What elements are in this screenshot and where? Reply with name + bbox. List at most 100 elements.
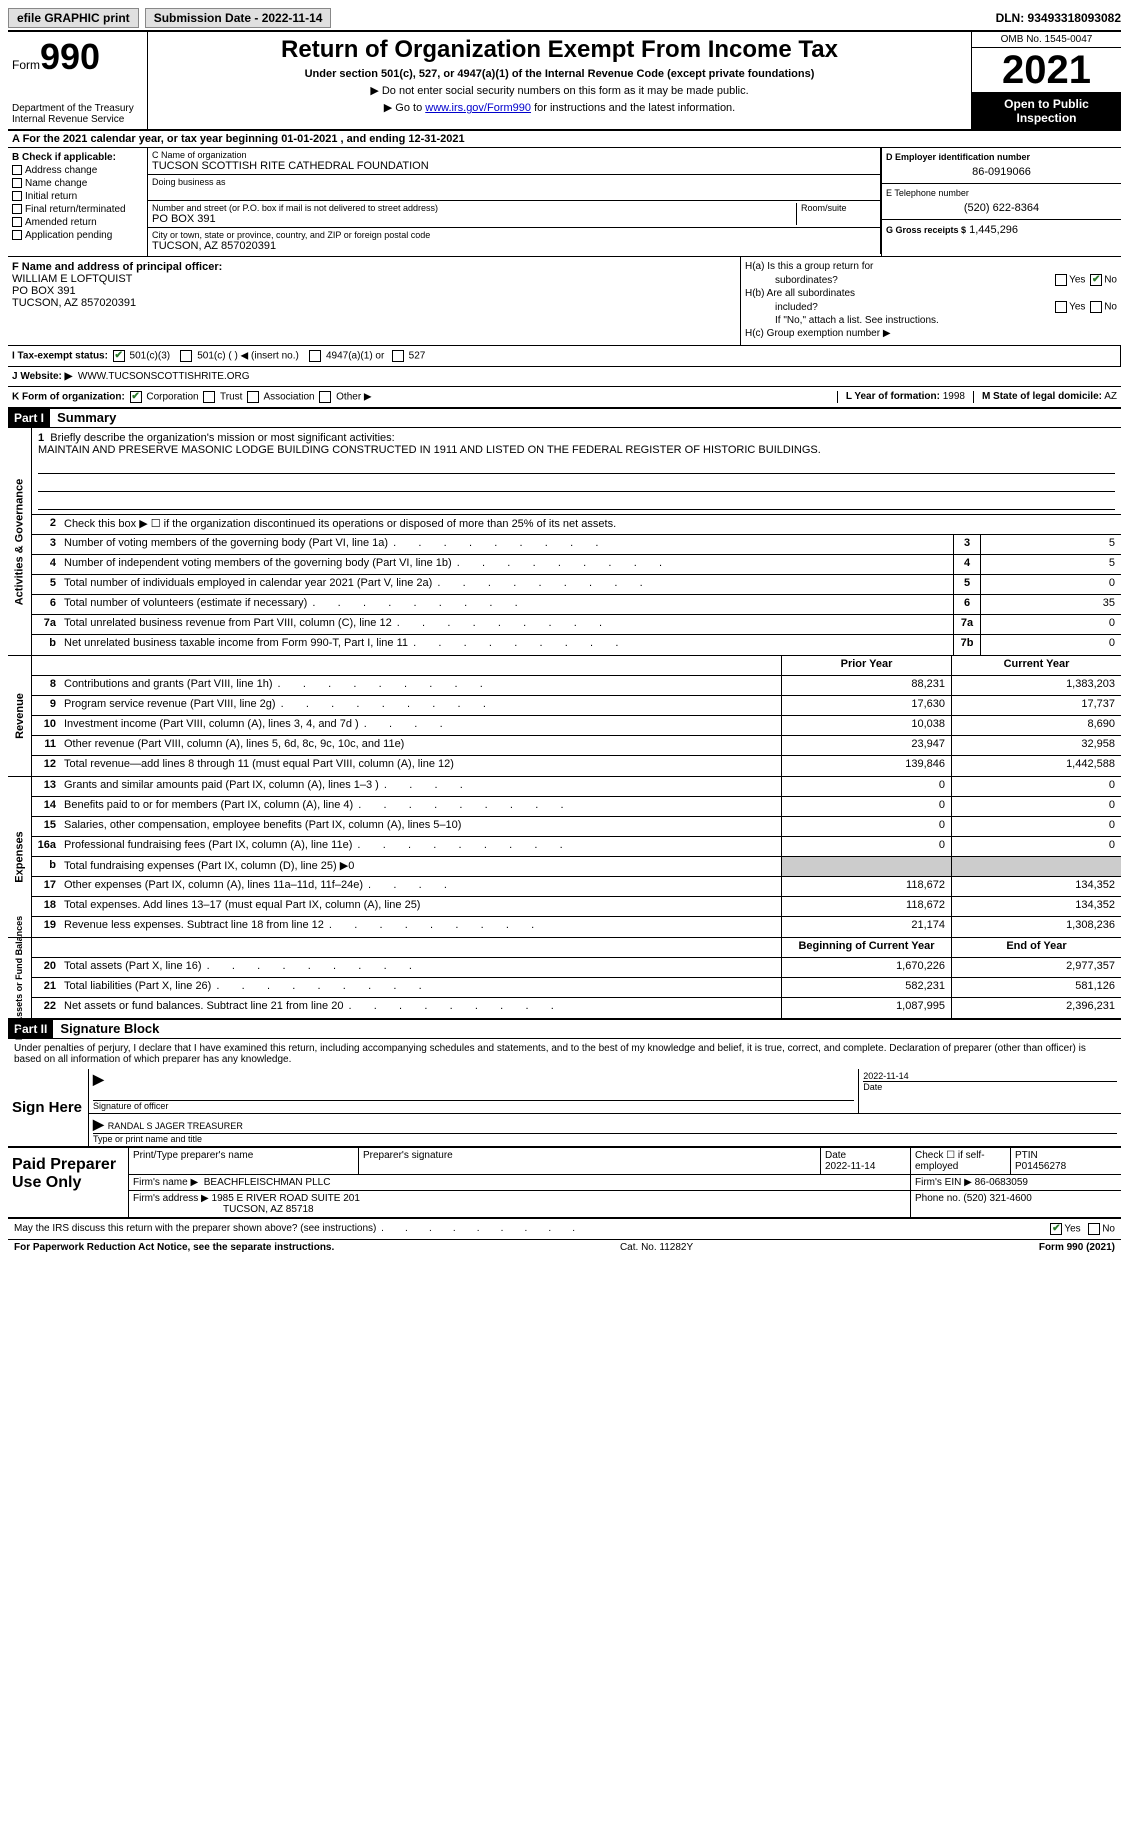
cb-name-change[interactable] xyxy=(12,178,22,188)
group-return-block: H(a) Is this a group return for subordin… xyxy=(741,257,1121,345)
l9-prior: 17,630 xyxy=(781,696,951,715)
cb-final-return[interactable] xyxy=(12,204,22,214)
efile-button[interactable]: efile GRAPHIC print xyxy=(8,8,139,28)
omb-number: OMB No. 1545-0047 xyxy=(972,32,1121,48)
cb-discuss-no[interactable] xyxy=(1088,1223,1100,1235)
l19-prior: 21,174 xyxy=(781,917,951,937)
check-applicable-block: B Check if applicable: Address change Na… xyxy=(8,148,148,256)
l16a-current: 0 xyxy=(951,837,1121,856)
l18-current: 134,352 xyxy=(951,897,1121,916)
cb-527[interactable] xyxy=(392,350,404,362)
l15-prior: 0 xyxy=(781,817,951,836)
cb-other[interactable] xyxy=(319,391,331,403)
submission-date: Submission Date - 2022-11-14 xyxy=(145,8,332,28)
l11-current: 32,958 xyxy=(951,736,1121,755)
form-title-block: Return of Organization Exempt From Incom… xyxy=(148,32,971,129)
cb-4947[interactable] xyxy=(309,350,321,362)
year-formation: 1998 xyxy=(943,391,965,402)
l22-begin: 1,087,995 xyxy=(781,998,951,1018)
city-state-zip: TUCSON, AZ 857020391 xyxy=(152,240,876,252)
website-row: J Website: ▶ WWW.TUCSONSCOTTISHRITE.ORG xyxy=(8,367,1121,387)
l21-end: 581,126 xyxy=(951,978,1121,997)
l9-current: 17,737 xyxy=(951,696,1121,715)
l10-current: 8,690 xyxy=(951,716,1121,735)
part1-header: Part I xyxy=(8,409,50,427)
cb-discuss-yes[interactable]: ✔ xyxy=(1050,1223,1062,1235)
vtab-activities: Activities & Governance xyxy=(14,478,26,605)
discuss-question: May the IRS discuss this return with the… xyxy=(14,1223,577,1235)
line5-value: 0 xyxy=(981,575,1121,594)
cb-initial-return[interactable] xyxy=(12,191,22,201)
calendar-year-row: A For the 2021 calendar year, or tax yea… xyxy=(8,131,1121,148)
line3-value: 5 xyxy=(981,535,1121,554)
l17-prior: 118,672 xyxy=(781,877,951,896)
cb-assoc[interactable] xyxy=(247,391,259,403)
cb-address-change[interactable] xyxy=(12,165,22,175)
form-footer: Form 990 (2021) xyxy=(1039,1242,1115,1253)
l12-prior: 139,846 xyxy=(781,756,951,776)
tax-exempt-status: I Tax-exempt status: ✔ 501(c)(3) 501(c) … xyxy=(8,346,1121,366)
cat-no: Cat. No. 11282Y xyxy=(620,1242,693,1253)
page-title: Return of Organization Exempt From Incom… xyxy=(156,36,963,64)
firm-name: BEACHFLEISCHMAN PLLC xyxy=(204,1177,331,1188)
officer-name: RANDAL S JAGER TREASURER xyxy=(108,1121,243,1131)
state-domicile: AZ xyxy=(1104,391,1117,402)
website-value: WWW.TUCSONSCOTTISHRITE.ORG xyxy=(78,371,250,382)
form-id-block: Form990 Department of the Treasury Inter… xyxy=(8,32,148,129)
telephone: (520) 622-8364 xyxy=(886,202,1117,214)
cb-501c3[interactable]: ✔ xyxy=(113,350,125,362)
dln: DLN: 93493318093082 xyxy=(996,11,1121,25)
sign-date: 2022-11-14 xyxy=(863,1071,1117,1081)
l20-begin: 1,670,226 xyxy=(781,958,951,977)
cb-ha-yes[interactable] xyxy=(1055,274,1067,286)
l8-prior: 88,231 xyxy=(781,676,951,695)
vtab-netassets: Net Assets or Fund Balances xyxy=(15,916,25,1040)
line6-value: 35 xyxy=(981,595,1121,614)
gross-receipts: 1,445,296 xyxy=(969,224,1018,236)
firm-address: 1985 E RIVER ROAD SUITE 201 xyxy=(212,1193,360,1204)
cb-hb-no[interactable] xyxy=(1090,301,1102,313)
inspection-badge: Open to Public Inspection xyxy=(972,93,1121,129)
l19-current: 1,308,236 xyxy=(951,917,1121,937)
firm-ein: 86-0683059 xyxy=(975,1177,1028,1188)
l18-prior: 118,672 xyxy=(781,897,951,916)
cb-corp[interactable]: ✔ xyxy=(130,391,142,403)
l17-current: 134,352 xyxy=(951,877,1121,896)
vtab-expenses: Expenses xyxy=(14,831,26,882)
l15-current: 0 xyxy=(951,817,1121,836)
mission-description: MAINTAIN AND PRESERVE MASONIC LODGE BUIL… xyxy=(38,444,1115,456)
perjury-statement: Under penalties of perjury, I declare th… xyxy=(8,1039,1121,1069)
vtab-revenue: Revenue xyxy=(14,693,26,739)
cb-ha-no[interactable]: ✔ xyxy=(1090,274,1102,286)
department: Department of the Treasury Internal Reve… xyxy=(12,103,143,125)
l10-prior: 10,038 xyxy=(781,716,951,735)
line7a-value: 0 xyxy=(981,615,1121,634)
l21-begin: 582,231 xyxy=(781,978,951,997)
l12-current: 1,442,588 xyxy=(951,756,1121,776)
paperwork-notice: For Paperwork Reduction Act Notice, see … xyxy=(14,1242,334,1253)
cb-501c[interactable] xyxy=(180,350,192,362)
ptin: P01456278 xyxy=(1015,1161,1066,1172)
firm-phone: (520) 321-4600 xyxy=(963,1193,1031,1204)
l20-end: 2,977,357 xyxy=(951,958,1121,977)
preparer-date: 2022-11-14 xyxy=(825,1161,875,1172)
l14-prior: 0 xyxy=(781,797,951,816)
cb-amended[interactable] xyxy=(12,217,22,227)
tax-year: 2021 xyxy=(972,48,1121,93)
street-address: PO BOX 391 xyxy=(152,213,796,225)
cb-trust[interactable] xyxy=(203,391,215,403)
ein: 86-0919066 xyxy=(886,166,1117,178)
l13-current: 0 xyxy=(951,777,1121,796)
cb-app-pending[interactable] xyxy=(12,230,22,240)
l13-prior: 0 xyxy=(781,777,951,796)
l22-end: 2,396,231 xyxy=(951,998,1121,1018)
l14-current: 0 xyxy=(951,797,1121,816)
l8-current: 1,383,203 xyxy=(951,676,1121,695)
line7b-value: 0 xyxy=(981,635,1121,655)
org-name: TUCSON SCOTTISH RITE CATHEDRAL FOUNDATIO… xyxy=(152,160,876,172)
line4-value: 5 xyxy=(981,555,1121,574)
irs-link[interactable]: www.irs.gov/Form990 xyxy=(425,102,531,114)
cb-hb-yes[interactable] xyxy=(1055,301,1067,313)
paid-preparer-label: Paid Preparer Use Only xyxy=(8,1148,128,1217)
l11-prior: 23,947 xyxy=(781,736,951,755)
